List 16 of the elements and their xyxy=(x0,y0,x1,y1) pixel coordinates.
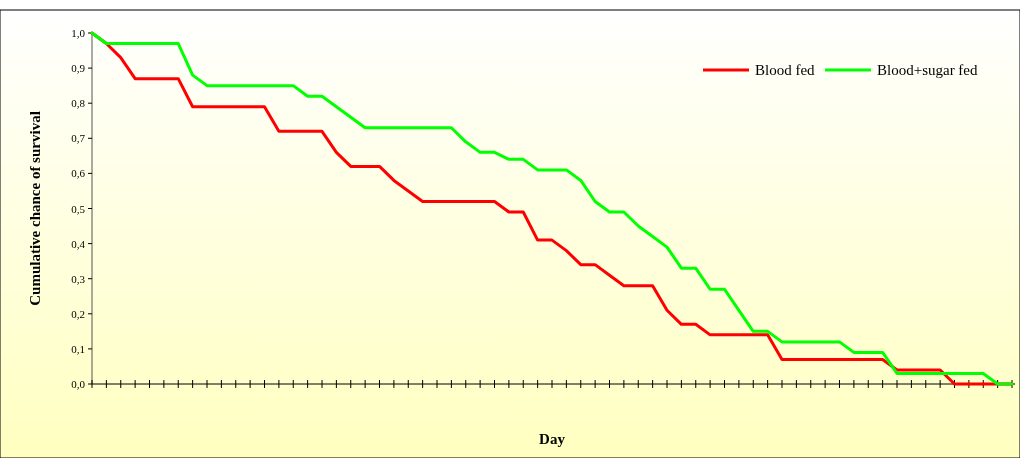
y-tick-label: 0,4 xyxy=(71,237,86,250)
y-tick-label: 0,9 xyxy=(71,62,86,75)
legend-label: Blood+sugar fed xyxy=(877,62,979,78)
x-axis-title: Day xyxy=(539,431,566,447)
y-tick-label: 0,1 xyxy=(71,342,85,355)
y-axis-title: Cumulative chance of survival xyxy=(27,111,43,306)
legend-label: Blood fed xyxy=(755,62,816,78)
y-tick-label: 0,3 xyxy=(71,272,86,285)
line-series xyxy=(90,31,1014,386)
y-tick-label: 0,0 xyxy=(71,378,86,390)
y-tick-label: 1,0 xyxy=(71,27,86,39)
y-tick-label: 0,8 xyxy=(71,97,86,110)
y-tick-label: 0,7 xyxy=(71,132,86,145)
y-tick-label: 0,5 xyxy=(71,202,86,215)
y-tick-label: 0,6 xyxy=(71,167,86,180)
y-tick-label: 0,2 xyxy=(71,307,85,320)
